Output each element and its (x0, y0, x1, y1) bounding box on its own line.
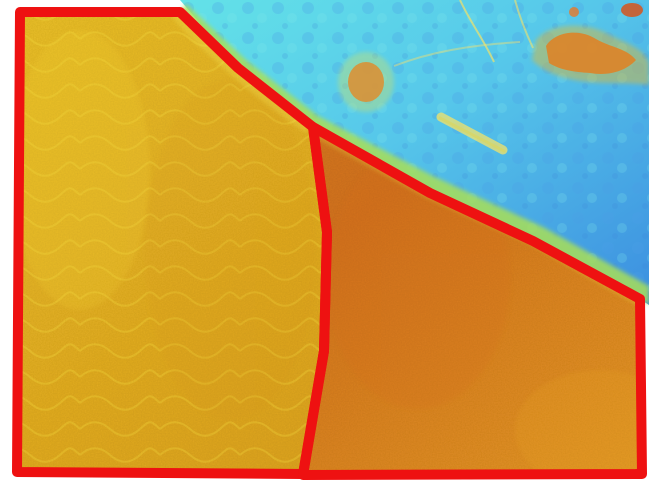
right-zone-outline (298, 122, 647, 480)
hot-spot-halo-2 (532, 25, 649, 85)
shore-vegetation-band (180, 4, 649, 305)
channel-line-2 (514, 0, 534, 49)
inlet-core (438, 116, 506, 153)
hot-spot-4 (569, 7, 579, 17)
hot-spot-halo-1 (338, 52, 394, 112)
channel-line-1 (459, 0, 495, 63)
hot-spot-3 (621, 3, 643, 17)
channel-line-3 (393, 41, 521, 67)
